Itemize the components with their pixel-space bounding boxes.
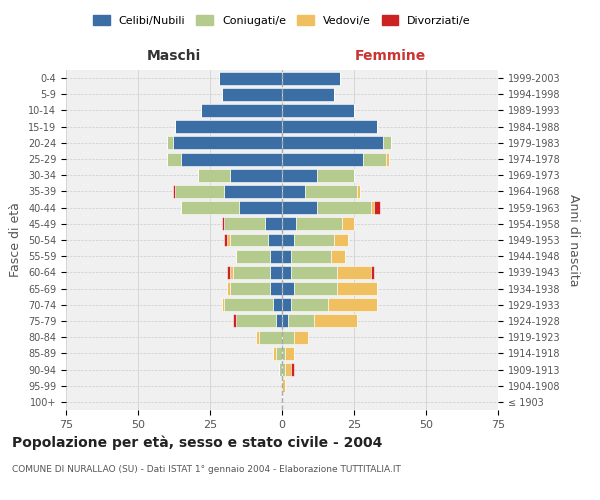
Bar — [233, 266, 271, 279]
Text: Maschi: Maschi — [147, 49, 201, 63]
Bar — [265, 218, 282, 230]
Bar — [290, 363, 293, 376]
Bar — [331, 250, 346, 262]
Bar — [221, 298, 224, 311]
Bar — [279, 363, 282, 376]
Bar — [282, 185, 305, 198]
Bar — [282, 169, 317, 181]
Bar — [290, 250, 331, 262]
Bar — [224, 298, 274, 311]
Bar — [282, 201, 317, 214]
Bar — [175, 120, 282, 133]
Bar — [282, 120, 377, 133]
Bar — [230, 282, 271, 295]
Bar — [227, 266, 230, 279]
Bar — [233, 314, 236, 328]
Bar — [282, 379, 285, 392]
Bar — [288, 314, 314, 328]
Bar — [282, 72, 340, 85]
Bar — [173, 136, 282, 149]
Bar — [268, 234, 282, 246]
Bar — [276, 314, 282, 328]
Bar — [293, 234, 334, 246]
Bar — [293, 330, 308, 344]
Bar — [230, 266, 233, 279]
Bar — [357, 185, 360, 198]
Bar — [282, 136, 383, 149]
Bar — [224, 185, 282, 198]
Bar — [386, 152, 389, 166]
Bar — [371, 266, 374, 279]
Bar — [224, 218, 265, 230]
Bar — [218, 72, 282, 85]
Bar — [259, 330, 282, 344]
Bar — [224, 234, 227, 246]
Bar — [371, 201, 374, 214]
Bar — [274, 298, 282, 311]
Legend: Celibi/Nubili, Coniugati/e, Vedovi/e, Divorziati/e: Celibi/Nubili, Coniugati/e, Vedovi/e, Di… — [89, 10, 475, 30]
Bar — [337, 282, 377, 295]
Bar — [282, 250, 290, 262]
Bar — [167, 136, 173, 149]
Bar — [227, 234, 230, 246]
Bar — [282, 218, 296, 230]
Bar — [282, 282, 293, 295]
Bar — [285, 347, 293, 360]
Bar — [227, 282, 230, 295]
Text: COMUNE DI NURALLAO (SU) - Dati ISTAT 1° gennaio 2004 - Elaborazione TUTTITALIA.I: COMUNE DI NURALLAO (SU) - Dati ISTAT 1° … — [12, 465, 401, 474]
Bar — [282, 363, 285, 376]
Bar — [282, 152, 362, 166]
Bar — [296, 218, 343, 230]
Bar — [334, 234, 348, 246]
Bar — [282, 330, 293, 344]
Bar — [290, 298, 328, 311]
Bar — [305, 185, 357, 198]
Bar — [293, 282, 337, 295]
Bar — [282, 298, 290, 311]
Bar — [282, 314, 288, 328]
Bar — [239, 201, 282, 214]
Bar — [236, 250, 271, 262]
Bar — [221, 218, 224, 230]
Bar — [230, 234, 268, 246]
Bar — [317, 201, 371, 214]
Bar — [199, 169, 230, 181]
Y-axis label: Anni di nascita: Anni di nascita — [568, 194, 580, 286]
Bar — [181, 152, 282, 166]
Bar — [314, 314, 357, 328]
Bar — [175, 185, 224, 198]
Bar — [256, 330, 259, 344]
Bar — [181, 201, 239, 214]
Bar — [343, 218, 354, 230]
Bar — [271, 266, 282, 279]
Bar — [282, 266, 290, 279]
Bar — [167, 152, 181, 166]
Bar — [236, 314, 276, 328]
Bar — [374, 201, 380, 214]
Bar — [202, 104, 282, 117]
Bar — [230, 169, 282, 181]
Bar — [337, 266, 371, 279]
Bar — [271, 282, 282, 295]
Bar — [274, 347, 276, 360]
Bar — [282, 104, 354, 117]
Bar — [282, 234, 293, 246]
Bar — [271, 250, 282, 262]
Bar — [173, 185, 175, 198]
Text: Femmine: Femmine — [355, 49, 425, 63]
Y-axis label: Fasce di età: Fasce di età — [10, 202, 22, 278]
Bar — [276, 347, 282, 360]
Bar — [317, 169, 354, 181]
Bar — [328, 298, 377, 311]
Bar — [282, 88, 334, 101]
Bar — [221, 88, 282, 101]
Bar — [290, 266, 337, 279]
Bar — [282, 347, 285, 360]
Bar — [362, 152, 386, 166]
Bar — [285, 363, 290, 376]
Text: Popolazione per età, sesso e stato civile - 2004: Popolazione per età, sesso e stato civil… — [12, 435, 382, 450]
Bar — [383, 136, 391, 149]
